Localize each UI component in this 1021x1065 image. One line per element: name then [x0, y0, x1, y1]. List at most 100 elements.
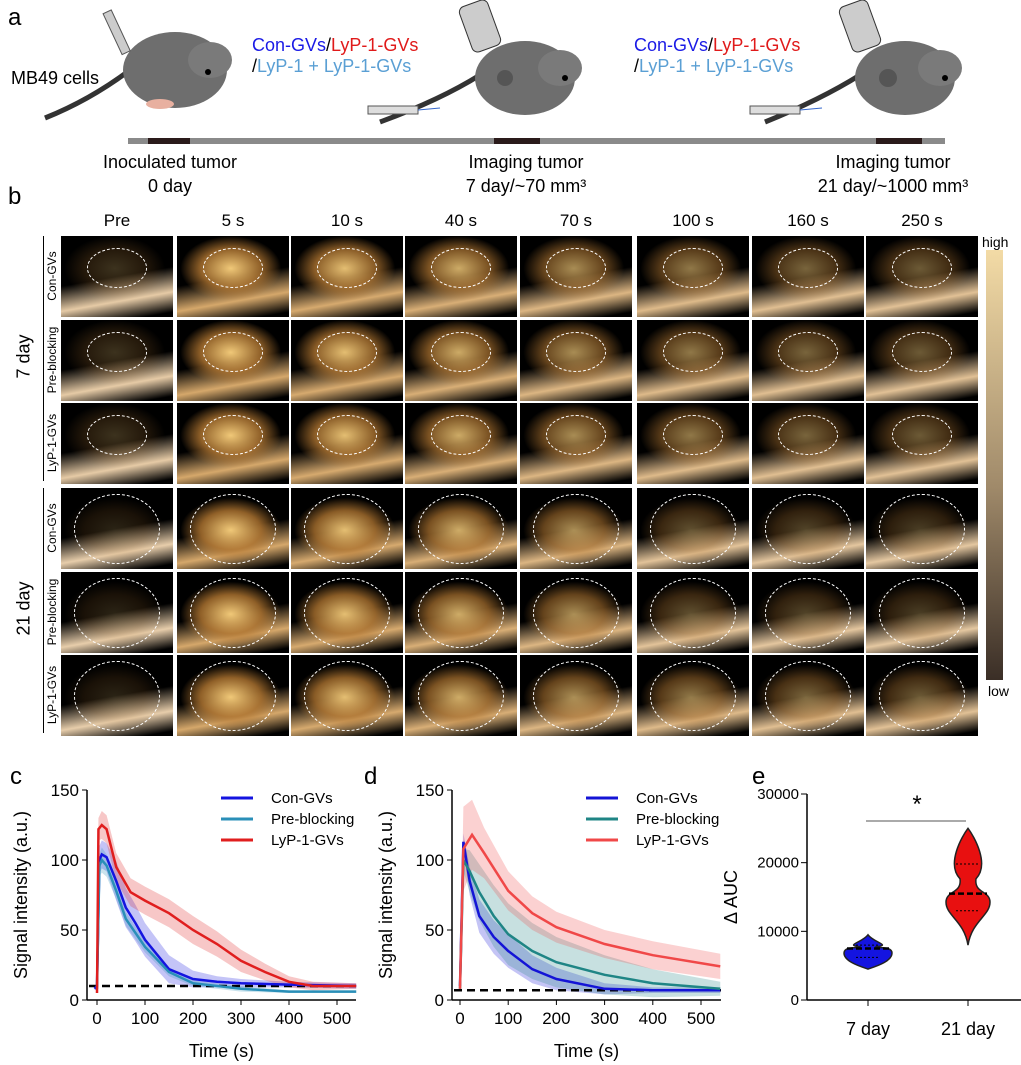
syringe-icon [749, 105, 823, 115]
ultrasound-image [520, 572, 632, 653]
ultrasound-image [177, 320, 289, 401]
ultrasound-image [177, 488, 289, 569]
agent-name: / [634, 56, 640, 76]
y-tick-label: 10000 [757, 923, 799, 940]
group-divider [43, 236, 44, 481]
ultrasound-image [291, 403, 403, 484]
x-axis-label: Time (s) [189, 1041, 254, 1061]
ultrasound-image [177, 403, 289, 484]
column-header: 40 s [444, 211, 478, 230]
ultrasound-image [637, 403, 749, 484]
tumor-outline [765, 494, 851, 564]
tumor-outline [418, 661, 504, 731]
row-label: Pre-blocking [45, 326, 59, 394]
tumor-outline [778, 332, 838, 372]
y-tick-label: 0 [435, 991, 444, 1010]
legend-label: LyP-1-GVs [271, 832, 344, 849]
syringe-icon [102, 9, 131, 56]
ultrasound-image [752, 320, 864, 401]
x-tick-label: 400 [275, 1009, 303, 1028]
timeline-label-0: Inoculated tumor 0 day [103, 150, 237, 198]
tumor-outline [431, 415, 491, 455]
tumor-outline [74, 661, 160, 731]
ultrasound-image [752, 403, 864, 484]
ultrasound-image [405, 236, 517, 317]
column-header: Pre [103, 211, 131, 230]
ultrasound-image [637, 236, 749, 317]
legend-label: LyP-1-GVs [636, 832, 709, 849]
tumor-outline [663, 248, 723, 288]
error-band [460, 799, 721, 991]
x-tick-label: 0 [92, 1009, 101, 1028]
tumor-outline [74, 494, 160, 564]
ultrasound-image [61, 320, 173, 401]
tumor-outline [74, 578, 160, 648]
tumor-outline [317, 332, 377, 372]
agent-name: Con-GVs [252, 35, 327, 55]
tumor-outline [317, 248, 377, 288]
agent-name: LyP-1 + LyP-1-GVs [257, 56, 412, 76]
x-tick-label: 300 [227, 1009, 255, 1028]
x-axis-label: Time (s) [554, 1041, 619, 1061]
x-tick-label: 100 [131, 1009, 159, 1028]
y-tick-label: 100 [416, 851, 444, 870]
row-label: Pre-blocking [45, 578, 59, 646]
ultrasound-image [866, 488, 978, 569]
ultrasound-image [637, 572, 749, 653]
ultrasound-image [866, 403, 978, 484]
y-tick-label: 20000 [757, 855, 799, 872]
column-header: 250 s [901, 211, 943, 230]
syringe-icon [367, 105, 441, 115]
timeline-sub: 21 day/~1000 mm³ [817, 176, 969, 196]
ultrasound-image [61, 403, 173, 484]
tumor-outline [533, 661, 619, 731]
ultrasound-image [520, 320, 632, 401]
column-header: 5 s [221, 211, 245, 230]
ultrasound-image [177, 655, 289, 736]
timeline-label-2: Imaging tumor 21 day/~1000 mm³ [818, 150, 969, 198]
x-tick-label: 21 day [941, 1019, 995, 1039]
y-tick-label: 150 [51, 781, 79, 800]
column-header: 70 s [559, 211, 593, 230]
ultrasound-image [637, 655, 749, 736]
column-header: 100 s [672, 211, 714, 230]
cells-label: MB49 cells [11, 68, 100, 88]
y-axis-label: Signal intensity (a.u.) [376, 811, 396, 979]
agent-name: LyP-1-GVs [331, 35, 419, 55]
timeline-title: Inoculated tumor [102, 152, 238, 172]
ultrasound-image [752, 572, 864, 653]
ultrasound-image [866, 236, 978, 317]
violin-shape [945, 827, 991, 946]
legend-label: Con-GVs [271, 790, 333, 807]
timeline-title: Imaging tumor [468, 152, 584, 172]
series-line [458, 832, 721, 989]
tumor-outline [650, 661, 736, 731]
ultrasound-image [291, 572, 403, 653]
series-line [95, 823, 357, 994]
tumor-outline [879, 661, 965, 731]
y-tick-label: 50 [60, 921, 79, 940]
ultrasound-image [520, 403, 632, 484]
panel-d-label: d [364, 763, 378, 790]
ultrasound-probe-icon [838, 0, 882, 53]
x-tick-label: 500 [687, 1009, 715, 1028]
timeline-sub: 0 day [147, 176, 193, 196]
mouse-illustrations [44, 0, 962, 144]
tumor-outline [546, 248, 606, 288]
y-axis-label: Δ AUC [721, 870, 741, 924]
colorbar [986, 250, 1003, 680]
agent-name: / [252, 56, 258, 76]
group-divider [43, 488, 44, 733]
agents-line-1: Con-GVs/LyP-1-GVs [634, 35, 800, 56]
tumor-outline [546, 415, 606, 455]
series-line [458, 855, 721, 991]
row-label: Con-GVs [45, 251, 59, 301]
tumor-outline [431, 248, 491, 288]
tumor-outline [533, 578, 619, 648]
group-label: 7 day [13, 334, 34, 379]
tumor-outline [87, 415, 147, 455]
timeline-label-1: Imaging tumor 7 day/~70 mm³ [466, 150, 587, 198]
tumor-outline [765, 578, 851, 648]
agents-text-2: Con-GVs/LyP-1-GVs /LyP-1 + LyP-1-GVs [634, 35, 800, 77]
row-label: LyP-1-GVs [45, 413, 59, 473]
